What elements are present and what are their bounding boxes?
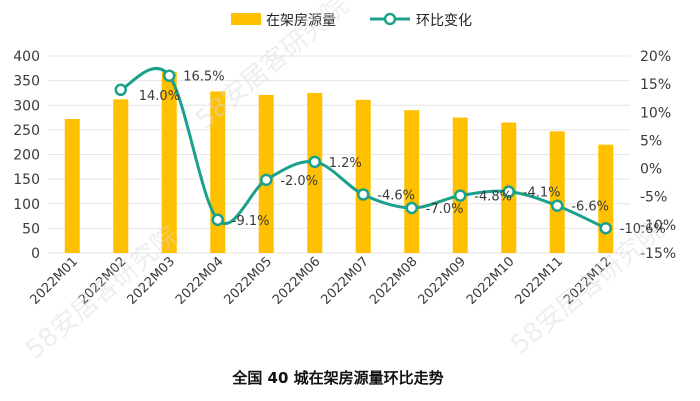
x-tick-label: 2022M05 — [221, 254, 275, 308]
left-tick-label: 100 — [13, 197, 40, 213]
right-tick-label: 20% — [640, 49, 671, 65]
left-tick-label: 300 — [13, 98, 40, 114]
line-point — [599, 221, 612, 235]
x-tick-label: 2022M06 — [270, 254, 324, 308]
x-tick-label: 2022M07 — [318, 254, 372, 308]
left-tick-label: 350 — [13, 74, 40, 90]
data-label: 1.2% — [329, 156, 362, 171]
line-point — [502, 185, 515, 198]
right-tick-label: 0% — [640, 162, 662, 178]
bar — [355, 99, 371, 254]
bar — [64, 119, 80, 253]
left-tick-label: 0 — [31, 246, 40, 262]
left-tick-label: 200 — [13, 148, 40, 164]
line-point — [308, 155, 321, 169]
bar — [161, 71, 177, 253]
bar — [307, 92, 323, 253]
data-label: -10.6% — [620, 222, 666, 237]
legend: 在架房源量 环比变化 — [231, 12, 472, 29]
line-point — [163, 69, 176, 82]
data-label: -4.8% — [474, 190, 512, 205]
data-label: 14.0% — [139, 89, 180, 104]
right-tick-label: 15% — [640, 77, 671, 93]
bar — [404, 110, 420, 253]
data-label: 16.5% — [183, 70, 224, 85]
line-series — [114, 66, 612, 235]
left-axis-ticks: 0 50 100 150 200 250 300 350 400 — [13, 49, 40, 262]
right-tick-label: 5% — [640, 133, 662, 149]
legend-label-line: 环比变化 — [416, 13, 472, 29]
bar — [452, 117, 468, 253]
chart-title: 全国 40 城在架房源量环比走势 — [231, 369, 443, 387]
gridlines — [48, 55, 630, 254]
line-point — [357, 188, 370, 201]
data-label: -4.6% — [377, 188, 415, 203]
line-point — [114, 83, 127, 97]
right-tick-label: -5% — [640, 190, 667, 206]
line-point — [454, 189, 467, 202]
left-tick-label: 50 — [22, 221, 40, 237]
right-tick-label: -10% — [640, 218, 676, 234]
bar — [549, 131, 565, 253]
x-tick-label: 2022M10 — [464, 254, 518, 308]
left-tick-label: 150 — [13, 172, 40, 188]
legend-swatch-marker — [383, 12, 397, 26]
legend-swatch-bar — [231, 13, 261, 25]
data-labels: 14.0%16.5%-9.1%-2.0%1.2%-4.6%-7.0%-4.8% -… — [139, 70, 666, 238]
data-label: -7.0% — [426, 202, 464, 217]
data-label: -9.1% — [232, 214, 270, 229]
left-tick-label: 400 — [13, 49, 40, 65]
left-tick-label: 250 — [13, 123, 40, 139]
data-label: -4.1% — [523, 186, 561, 201]
data-label: -2.0% — [280, 174, 318, 189]
data-label: -6.6% — [571, 200, 609, 215]
line-point — [405, 201, 418, 215]
right-tick-label: 10% — [640, 105, 671, 121]
bar — [113, 99, 129, 253]
line-point — [260, 173, 273, 187]
line-point — [551, 199, 564, 212]
x-tick-label: 2022M04 — [173, 254, 227, 308]
line-point — [211, 213, 224, 227]
right-axis-ticks: -15% -10% -5% 0% 5% 10% 15% 20% — [640, 49, 676, 262]
x-tick-label: 2022M08 — [367, 254, 421, 308]
right-tick-label: -15% — [640, 246, 676, 262]
legend-label-bar: 在架房源量 — [266, 13, 336, 29]
x-tick-label: 2022M09 — [415, 254, 469, 308]
